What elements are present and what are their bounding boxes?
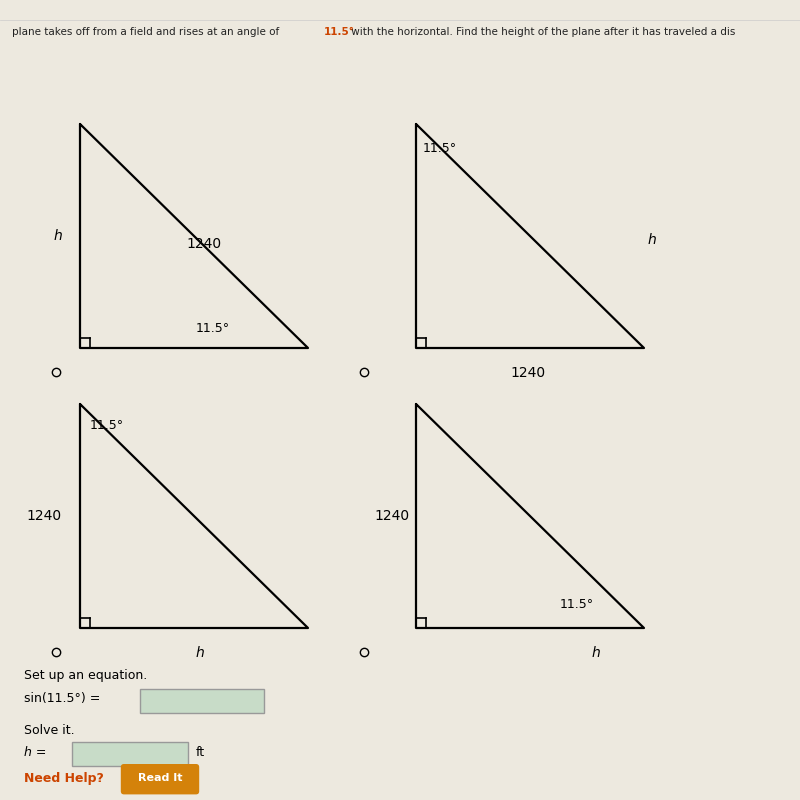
Text: h: h <box>592 646 600 661</box>
Text: sin(11.5°) =: sin(11.5°) = <box>24 692 100 705</box>
Text: 1240: 1240 <box>374 509 410 523</box>
Text: 1240: 1240 <box>510 366 546 380</box>
Text: 11.5°: 11.5° <box>324 27 355 37</box>
Text: Read It: Read It <box>138 774 182 783</box>
Text: Need Help?: Need Help? <box>24 772 104 785</box>
Text: 1240: 1240 <box>26 509 62 523</box>
Text: with the horizontal. Find the height of the plane after it has traveled a dis: with the horizontal. Find the height of … <box>348 27 735 37</box>
FancyBboxPatch shape <box>72 742 188 766</box>
Text: h: h <box>196 646 204 661</box>
FancyBboxPatch shape <box>140 689 264 713</box>
Text: h =: h = <box>24 746 46 759</box>
FancyBboxPatch shape <box>121 764 199 794</box>
Text: ft: ft <box>196 746 205 759</box>
Text: 11.5°: 11.5° <box>422 142 457 154</box>
Text: plane takes off from a field and rises at an angle of: plane takes off from a field and rises a… <box>12 27 282 37</box>
Text: 1240: 1240 <box>186 237 222 251</box>
Text: 11.5°: 11.5° <box>560 598 594 610</box>
Text: 11.5°: 11.5° <box>90 419 124 432</box>
Text: Solve it.: Solve it. <box>24 724 74 737</box>
Text: 11.5°: 11.5° <box>196 322 230 334</box>
Text: h: h <box>648 233 657 247</box>
Text: h: h <box>54 229 62 243</box>
Text: Set up an equation.: Set up an equation. <box>24 670 147 682</box>
